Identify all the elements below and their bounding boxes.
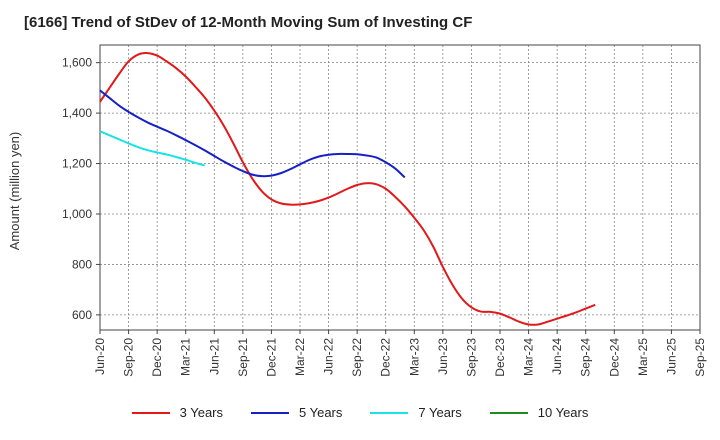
x-tick-label: Sep-25 bbox=[693, 338, 707, 377]
grid-layer bbox=[100, 45, 700, 330]
chart-canvas: Jun-20 Sep-20 Dec-20 Mar-21 Jun-21 Sep-21 Dec-… bbox=[7, 44, 707, 377]
x-tick-label: Dec-22 bbox=[379, 338, 393, 377]
x-tick-label: Mar-21 bbox=[179, 338, 193, 376]
x-tick-label: Mar-22 bbox=[293, 338, 307, 376]
x-tick-label: Mar-24 bbox=[522, 338, 536, 376]
y-tick-label: 800 bbox=[72, 257, 92, 271]
chart-legend: 3 Years 5 Years 7 Years 10 Years bbox=[0, 405, 720, 420]
legend-item-3-years: 3 Years bbox=[131, 405, 223, 420]
y-tick-label: 1,200 bbox=[62, 157, 92, 171]
series-line-5-years bbox=[99, 89, 406, 179]
legend-item-10-years: 10 Years bbox=[489, 405, 589, 420]
legend-item-7-years: 7 Years bbox=[370, 405, 462, 420]
x-tick-label: Sep-24 bbox=[579, 338, 593, 377]
x-tick-label: Jun-25 bbox=[664, 338, 678, 375]
x-tick-label: Jun-22 bbox=[322, 338, 336, 375]
x-tick-label: Dec-23 bbox=[493, 338, 507, 377]
y-axis-label: Amount (million yen) bbox=[7, 132, 22, 251]
x-tick-label: Sep-21 bbox=[236, 338, 250, 377]
legend-label: 5 Years bbox=[299, 405, 343, 420]
x-tick-label: Jun-23 bbox=[436, 338, 450, 375]
legend-swatch bbox=[370, 411, 409, 414]
legend-swatch bbox=[251, 411, 289, 414]
plot-frame bbox=[99, 44, 701, 331]
series-line-7-years bbox=[99, 130, 206, 167]
series-layer bbox=[99, 52, 596, 326]
y-tick-label: 1,600 bbox=[62, 56, 92, 70]
x-tick-label: Mar-25 bbox=[636, 338, 650, 376]
x-tick-label: Dec-24 bbox=[607, 338, 621, 377]
series-line-3-years bbox=[99, 52, 596, 326]
x-tick-label: Sep-22 bbox=[350, 338, 364, 377]
x-tick-label: Sep-23 bbox=[464, 338, 478, 377]
legend-item-5-years: 5 Years bbox=[251, 405, 342, 420]
chart-title: [6166] Trend of StDev of 12-Month Moving… bbox=[24, 14, 473, 31]
y-tick-label: 1,400 bbox=[62, 106, 92, 120]
legend-label: 7 Years bbox=[418, 405, 462, 420]
legend-swatch bbox=[131, 411, 170, 414]
y-tick-label: 600 bbox=[72, 308, 92, 322]
y-tick-label: 1,000 bbox=[62, 207, 92, 221]
axis-layer: Jun-20 Sep-20 Dec-20 Mar-21 Jun-21 Sep-21 Dec-… bbox=[62, 44, 707, 377]
x-tick-label: Jun-24 bbox=[550, 338, 564, 375]
x-tick-label: Dec-20 bbox=[150, 338, 164, 377]
x-tick-label: Jun-21 bbox=[207, 338, 221, 375]
legend-label: 10 Years bbox=[537, 405, 589, 420]
x-tick-label: Jun-20 bbox=[93, 338, 107, 375]
x-tick-label: Dec-21 bbox=[264, 338, 278, 377]
legend-label: 3 Years bbox=[179, 405, 223, 420]
legend-swatch bbox=[489, 411, 528, 414]
x-tick-label: Mar-23 bbox=[407, 338, 421, 376]
x-tick-label: Sep-20 bbox=[122, 338, 136, 377]
